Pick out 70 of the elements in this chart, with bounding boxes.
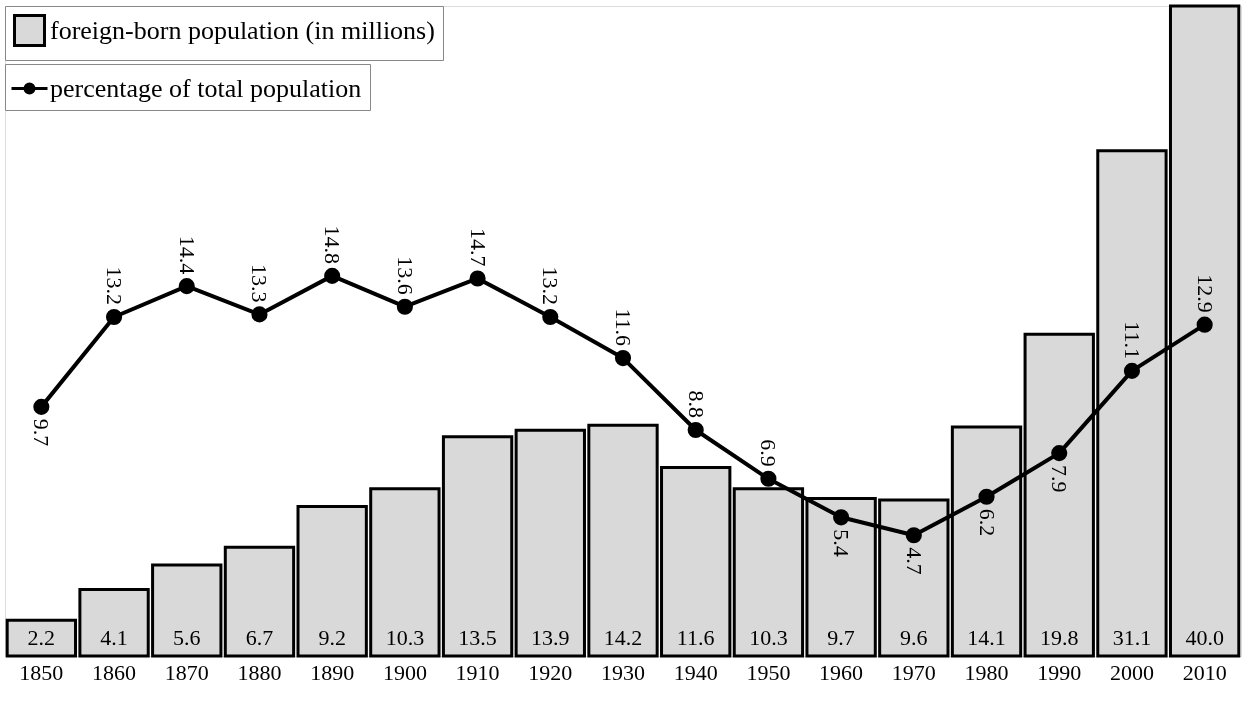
- x-tick-label: 1860: [92, 659, 137, 685]
- legend-label: percentage of total population: [50, 73, 362, 103]
- data-label: 19.8: [1039, 625, 1079, 650]
- point: [614, 350, 632, 367]
- x-tick-label: 1890: [310, 659, 355, 685]
- data-label: 13.5: [458, 625, 497, 650]
- data-label: 9.7: [29, 418, 55, 447]
- point: [833, 509, 850, 526]
- data-label: 9.6: [900, 625, 928, 650]
- point: [33, 398, 50, 415]
- data-label: 4.7: [901, 547, 927, 575]
- data-label: 14.7: [465, 227, 491, 267]
- data-label: 4.1: [100, 625, 128, 650]
- data-label: 11.6: [676, 625, 715, 650]
- data-label: 14.2: [603, 625, 643, 650]
- data-label: 6.7: [245, 625, 274, 650]
- data-label: 9.2: [318, 625, 346, 650]
- x-tick-label: 1930: [601, 659, 645, 685]
- point: [469, 270, 486, 287]
- data-label: 13.6: [392, 256, 418, 295]
- data-label: 5.4: [829, 529, 855, 557]
- data-label: 8.8: [683, 390, 709, 418]
- data-label: 2.2: [27, 625, 56, 650]
- point: [978, 488, 995, 505]
- data-label: 6.9: [756, 439, 782, 467]
- point: [905, 527, 922, 544]
- data-label: 10.3: [749, 625, 788, 650]
- x-tick-label: 1910: [455, 659, 500, 685]
- point: [324, 267, 341, 284]
- point: [1123, 362, 1141, 379]
- point: [178, 278, 195, 295]
- data-label: 14.1: [967, 625, 1006, 650]
- point: [251, 306, 268, 323]
- x-tick-label: 2000: [1109, 659, 1154, 685]
- data-label: 31.1: [1112, 625, 1152, 650]
- x-tick-label: 1950: [746, 659, 791, 685]
- x-tick-label: 1940: [673, 659, 718, 685]
- x-tick-label: 1970: [891, 659, 936, 685]
- point: [760, 470, 777, 487]
- data-label: 14.4: [174, 235, 200, 275]
- x-tick-label: 1990: [1037, 659, 1082, 685]
- point: [1196, 316, 1213, 333]
- data-label: 7.9: [1047, 465, 1073, 493]
- data-label: 13.9: [531, 625, 570, 650]
- point: [1051, 445, 1068, 462]
- data-label: 40.0: [1185, 625, 1224, 650]
- legend-label: foreign-born population (in millions): [50, 15, 435, 45]
- point: [396, 298, 413, 315]
- x-tick-label: 1960: [819, 659, 864, 685]
- data-label: 13.3: [247, 263, 273, 303]
- data-label: 12.9: [1192, 274, 1218, 313]
- data-label: 14.8: [320, 225, 346, 264]
- data-label: 11.6: [611, 308, 636, 347]
- data-label: 13.2: [538, 266, 564, 305]
- x-tick-label: 1920: [528, 659, 573, 685]
- point: [105, 308, 123, 326]
- x-tick-label: 1880: [237, 659, 282, 685]
- x-tick-label: 1980: [964, 659, 1009, 685]
- data-label: 5.6: [173, 625, 201, 650]
- data-label: 10.3: [385, 625, 425, 650]
- data-label: 6.2: [974, 508, 1000, 537]
- data-label: 9.7: [827, 625, 855, 650]
- point: [687, 421, 704, 439]
- point: [542, 308, 559, 326]
- x-tick-label: 1900: [382, 659, 427, 685]
- data-label: 13.2: [102, 266, 128, 305]
- data-label: 11.1: [1119, 321, 1145, 359]
- x-tick-label: 1870: [164, 659, 209, 685]
- x-tick-label: 2010: [1182, 659, 1227, 685]
- x-tick-label: 1850: [19, 659, 64, 685]
